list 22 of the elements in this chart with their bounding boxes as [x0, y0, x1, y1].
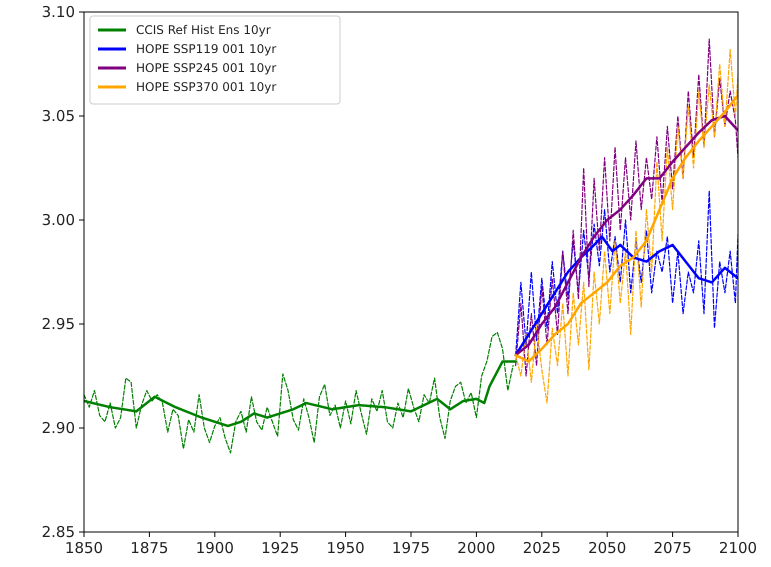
x-tick-label: 2100 — [718, 539, 758, 557]
y-tick-label: 2.95 — [42, 315, 75, 333]
y-tick-label: 2.90 — [42, 419, 75, 437]
x-tick-label: 1900 — [196, 539, 234, 557]
x-tick-label: 1875 — [130, 539, 168, 557]
x-tick-label: 1975 — [392, 539, 430, 557]
x-tick-label: 1950 — [326, 539, 365, 557]
legend-label: CCIS Ref Hist Ens 10yr — [136, 23, 271, 37]
y-tick-label: 3.05 — [42, 107, 75, 125]
line-series — [84, 332, 514, 454]
x-tick-label: 1850 — [64, 539, 104, 557]
legend-label: HOPE SSP245 001 10yr — [136, 61, 276, 75]
x-tick-label: 2000 — [457, 539, 496, 557]
x-tick-label: 1925 — [261, 539, 300, 557]
x-tick-label: 2075 — [654, 539, 692, 557]
y-tick-label: 3.10 — [42, 3, 75, 21]
legend-label: HOPE SSP370 001 10yr — [136, 80, 276, 94]
y-tick-label: 2.85 — [42, 523, 75, 541]
x-tick-label: 2050 — [588, 539, 626, 557]
y-tick-label: 3.00 — [42, 211, 75, 229]
x-tick-label: 2025 — [522, 539, 561, 557]
legend-label: HOPE SSP119 001 10yr — [136, 42, 276, 56]
